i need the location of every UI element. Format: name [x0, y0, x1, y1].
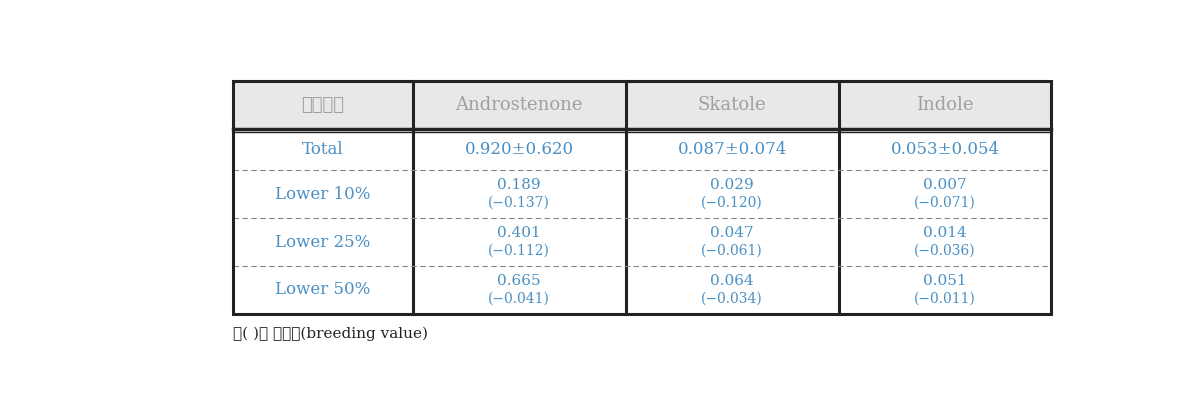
Text: 0.053±0.054: 0.053±0.054: [891, 142, 999, 158]
Text: 0.189: 0.189: [498, 178, 541, 193]
Text: 0.087±0.074: 0.087±0.074: [677, 142, 787, 158]
Text: Lower 50%: Lower 50%: [275, 281, 370, 298]
Text: (−0.036): (−0.036): [915, 244, 975, 258]
Text: Indole: Indole: [916, 96, 974, 114]
Bar: [233, 81, 1052, 314]
Text: Lower 25%: Lower 25%: [275, 234, 370, 251]
Text: (−0.137): (−0.137): [488, 196, 550, 210]
Text: 0.064: 0.064: [710, 274, 753, 288]
Text: (−0.011): (−0.011): [915, 292, 975, 306]
Text: 0.920±0.620: 0.920±0.620: [464, 142, 574, 158]
Text: Androstenone: Androstenone: [455, 96, 583, 114]
Text: 0.047: 0.047: [710, 226, 753, 240]
Text: 0.014: 0.014: [923, 226, 967, 240]
Text: 0.401: 0.401: [497, 226, 541, 240]
Text: (−0.034): (−0.034): [701, 292, 763, 306]
Text: 분석비율: 분석비율: [301, 96, 344, 114]
Bar: [233, 81, 1052, 129]
Text: 0.665: 0.665: [498, 274, 541, 288]
Text: 0.029: 0.029: [710, 178, 753, 193]
Text: Lower 10%: Lower 10%: [275, 186, 370, 203]
Text: ※( )는 육종가(breeding value): ※( )는 육종가(breeding value): [233, 326, 427, 341]
Text: (−0.071): (−0.071): [915, 196, 975, 210]
Text: Total: Total: [302, 142, 344, 158]
Text: (−0.041): (−0.041): [488, 292, 550, 306]
Text: 0.051: 0.051: [923, 274, 967, 288]
Text: 0.007: 0.007: [923, 178, 967, 193]
Text: (−0.120): (−0.120): [701, 196, 763, 210]
Text: (−0.112): (−0.112): [488, 244, 550, 258]
Text: (−0.061): (−0.061): [701, 244, 763, 258]
Text: Skatole: Skatole: [697, 96, 767, 114]
